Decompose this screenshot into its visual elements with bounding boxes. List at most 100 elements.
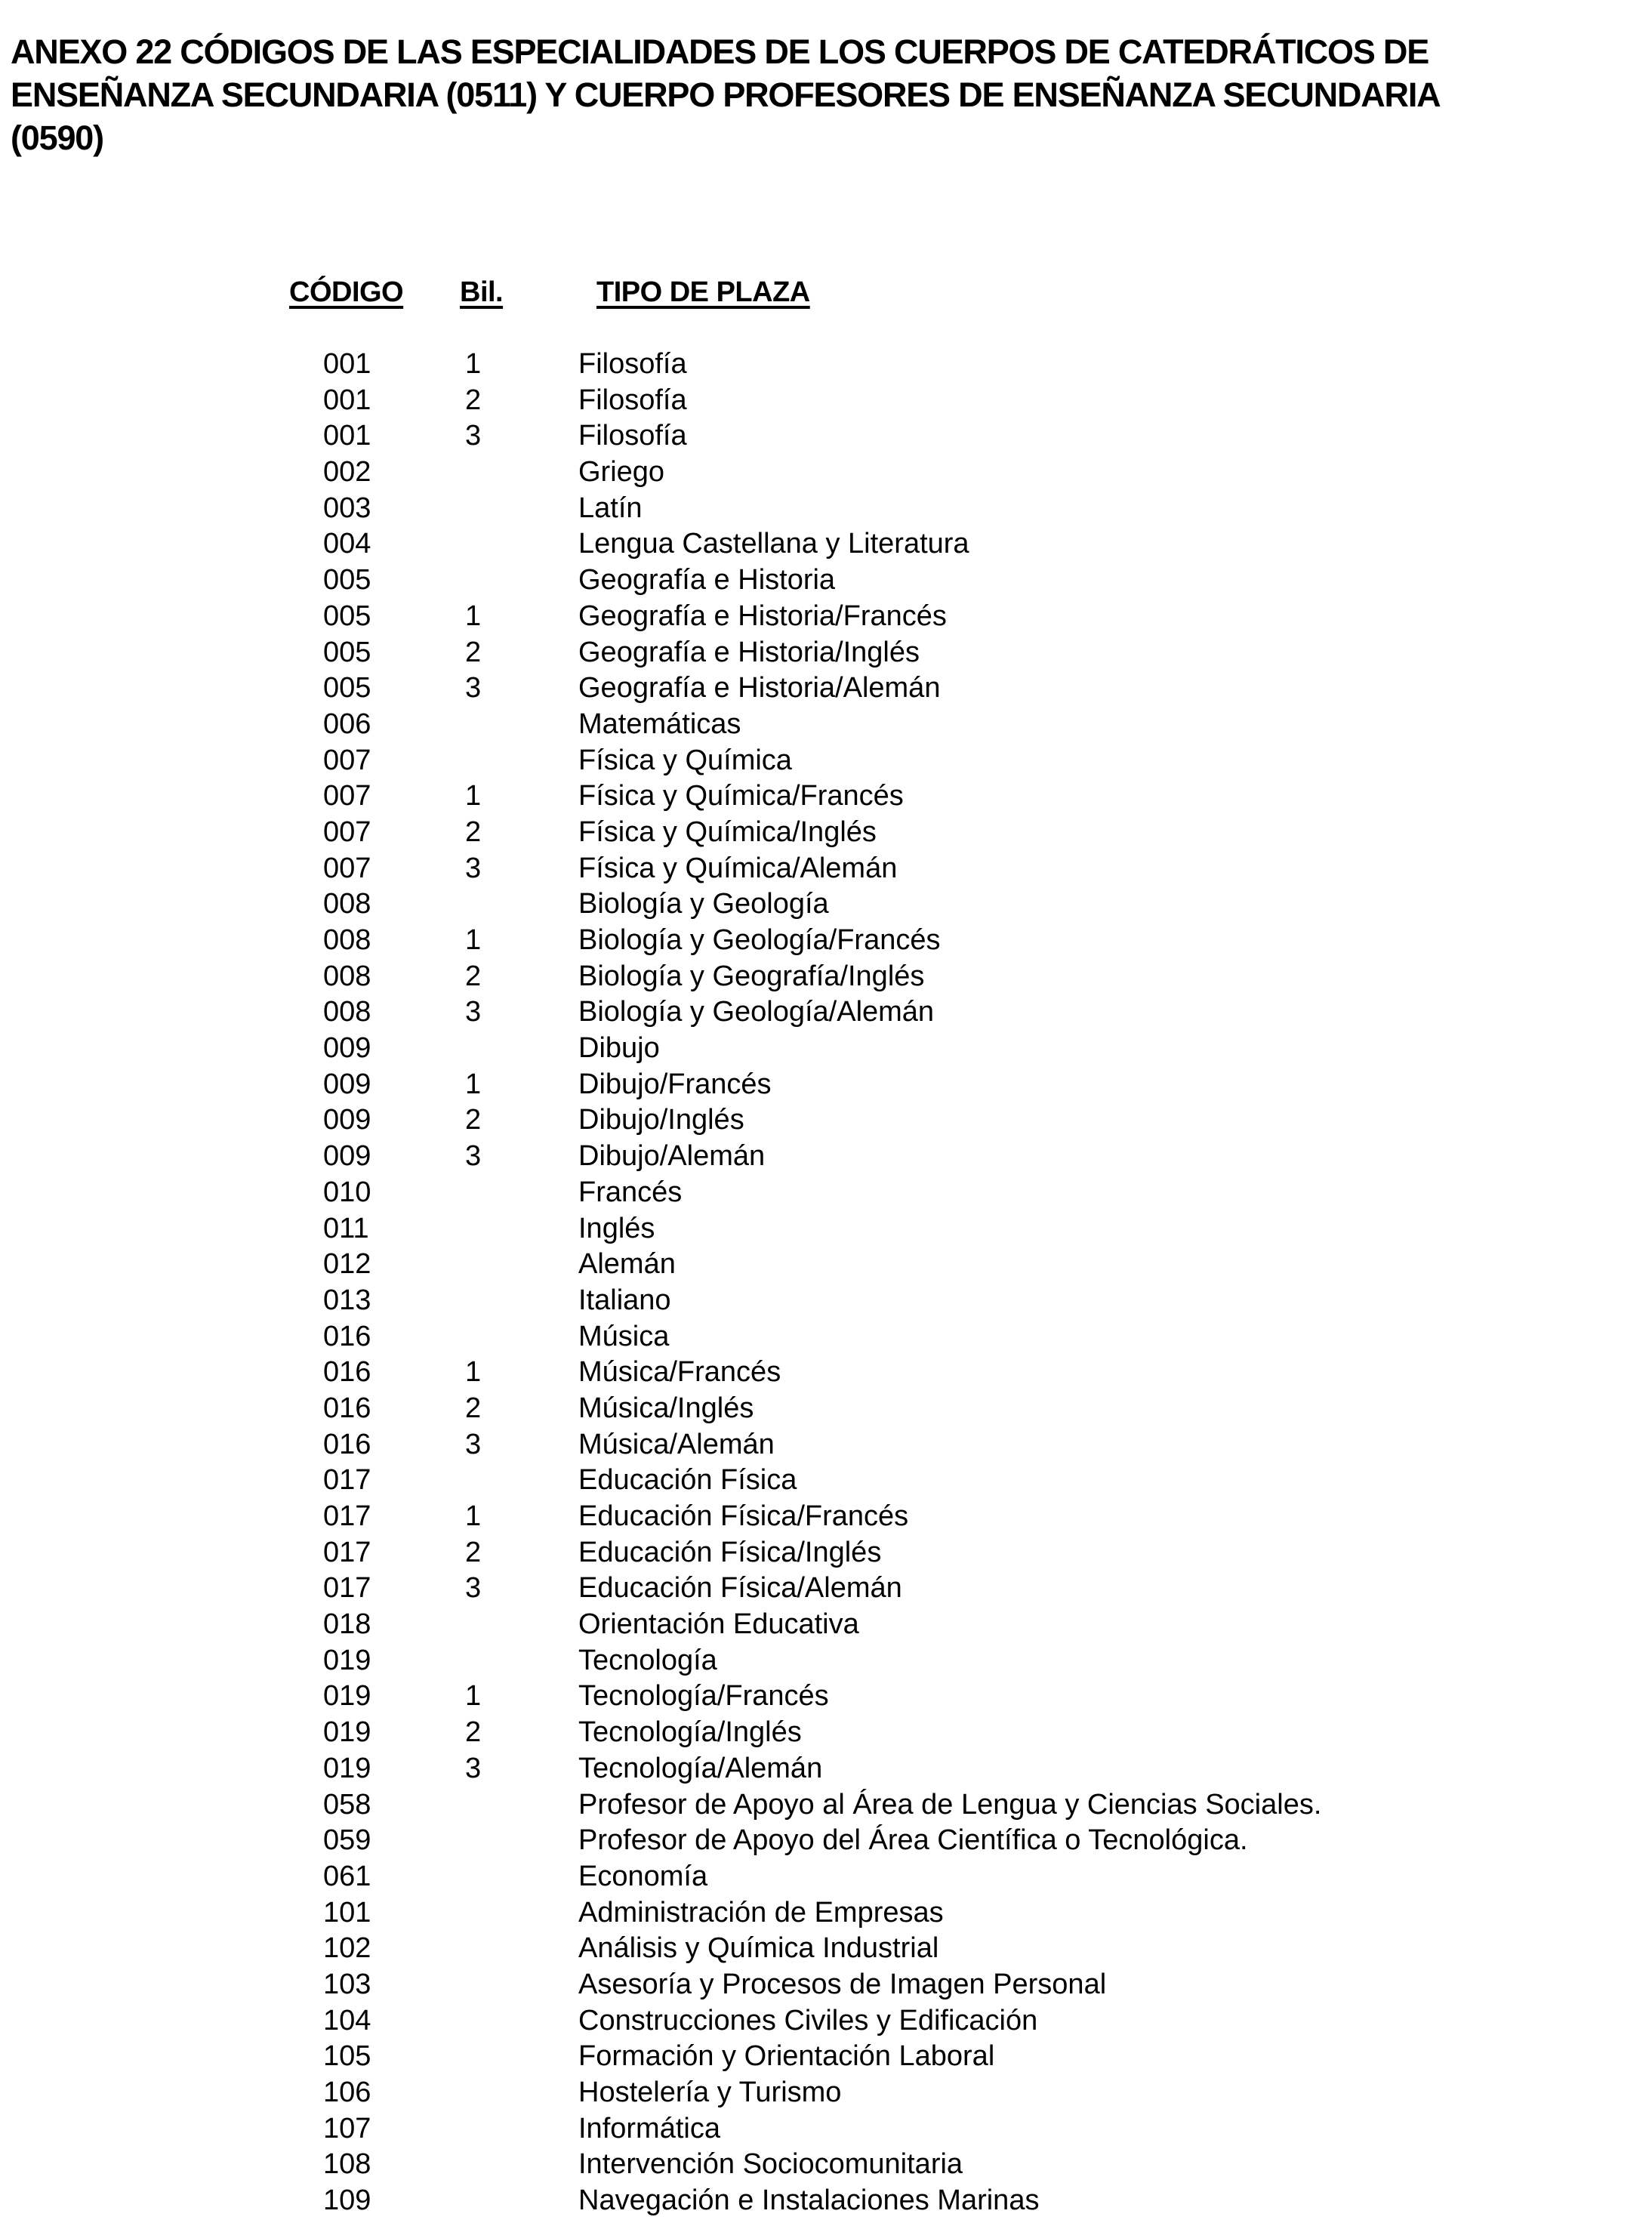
code-cell: 104: [323, 2004, 371, 2036]
code-cell: 005: [323, 600, 371, 632]
code-cell: 007: [323, 852, 371, 884]
tipo-cell: Geografía e Historia/Alemán: [578, 672, 941, 705]
column-header-bil: Bil.: [460, 276, 504, 308]
table-row: 001 1 Filosofía: [0, 347, 1652, 383]
table-row: 010 Francés: [0, 1175, 1652, 1211]
tipo-cell: Educación Física/Francés: [578, 1500, 909, 1532]
code-cell: 006: [323, 708, 371, 740]
table-row: 012 Alemán: [0, 1247, 1652, 1283]
code-cell: 017: [323, 1464, 371, 1497]
code-cell: 009: [323, 1032, 371, 1065]
table-row: 105 Formación y Orientación Laboral: [0, 2039, 1652, 2075]
table-row: 017 Educación Física: [0, 1463, 1652, 1499]
table-row: 008 Biología y Geología: [0, 886, 1652, 923]
bil-cell: 2: [465, 816, 482, 848]
bil-cell: 3: [465, 672, 482, 705]
tipo-cell: Asesoría y Procesos de Imagen Personal: [578, 1968, 1107, 2000]
code-cell: 103: [323, 1968, 371, 2000]
tipo-cell: Tecnología/Inglés: [578, 1716, 802, 1749]
code-cell: 016: [323, 1356, 371, 1389]
bil-cell: 1: [465, 924, 482, 956]
code-cell: 001: [323, 384, 371, 416]
tipo-cell: Tecnología/Francés: [578, 1680, 829, 1713]
code-cell: 058: [323, 1788, 371, 1821]
code-cell: 105: [323, 2040, 371, 2073]
bil-cell: 2: [465, 1536, 482, 1568]
code-cell: 059: [323, 1824, 371, 1857]
table-row: 016 Música: [0, 1319, 1652, 1355]
bil-cell: 2: [465, 960, 482, 992]
tipo-cell: Alemán: [578, 1248, 676, 1281]
code-cell: 018: [323, 1608, 371, 1641]
code-cell: 013: [323, 1284, 371, 1316]
bil-cell: 2: [465, 1104, 482, 1136]
table-row: 005 3 Geografía e Historia/Alemán: [0, 671, 1652, 707]
code-cell: 004: [323, 528, 371, 560]
bil-cell: 1: [465, 600, 482, 632]
bil-cell: 3: [465, 1572, 482, 1605]
code-cell: 016: [323, 1392, 371, 1424]
code-cell: 003: [323, 492, 371, 524]
tipo-cell: Italiano: [578, 1284, 671, 1316]
bil-cell: 1: [465, 348, 482, 380]
tipo-cell: Informática: [578, 2112, 720, 2144]
codes-table: 001 1 Filosofía 001 2 Filosofía 001 3 Filosofía 0…: [0, 347, 1652, 2219]
table-row: 102 Análisis y Química Industrial: [0, 1931, 1652, 1967]
table-row: 011 Inglés: [0, 1211, 1652, 1247]
bil-cell: 3: [465, 420, 482, 452]
code-cell: 007: [323, 744, 371, 776]
table-row: 104 Construcciones Civiles y Edificación: [0, 2003, 1652, 2040]
table-row: 106 Hostelería y Turismo: [0, 2075, 1652, 2111]
table-row: 008 3 Biología y Geología/Alemán: [0, 994, 1652, 1031]
code-cell: 001: [323, 348, 371, 380]
tipo-cell: Administración de Empresas: [578, 1896, 944, 1929]
table-row: 007 2 Física y Química/Inglés: [0, 815, 1652, 851]
bil-cell: 3: [465, 852, 482, 884]
table-row: 061 Economía: [0, 1859, 1652, 1895]
table-row: 018 Orientación Educativa: [0, 1607, 1652, 1643]
code-cell: 001: [323, 420, 371, 452]
table-row: 101 Administración de Empresas: [0, 1895, 1652, 1932]
tipo-cell: Griego: [578, 456, 665, 489]
table-row: 009 2 Dibujo/Inglés: [0, 1102, 1652, 1139]
column-header-tipo: TIPO DE PLAZA: [596, 276, 810, 308]
bil-cell: 1: [465, 1356, 482, 1389]
table-row: 109 Navegación e Instalaciones Marinas: [0, 2183, 1652, 2219]
tipo-cell: Música/Alemán: [578, 1428, 775, 1460]
table-row: 016 2 Música/Inglés: [0, 1391, 1652, 1427]
table-row: 008 1 Biología y Geología/Francés: [0, 923, 1652, 959]
code-cell: 008: [323, 960, 371, 992]
table-row: 007 3 Física y Química/Alemán: [0, 851, 1652, 887]
table-row: 019 3 Tecnología/Alemán: [0, 1751, 1652, 1787]
code-cell: 019: [323, 1752, 371, 1784]
tipo-cell: Música/Inglés: [578, 1392, 754, 1424]
tipo-cell: Biología y Geología/Alemán: [578, 996, 935, 1028]
code-cell: 012: [323, 1248, 371, 1281]
tipo-cell: Análisis y Química Industrial: [578, 1932, 939, 1965]
table-row: 107 Informática: [0, 2111, 1652, 2147]
bil-cell: 2: [465, 1716, 482, 1749]
code-cell: 005: [323, 672, 371, 705]
tipo-cell: Orientación Educativa: [578, 1608, 859, 1641]
tipo-cell: Formación y Orientación Laboral: [578, 2040, 995, 2073]
title-line-3: (0590): [11, 119, 104, 157]
table-row: 019 Tecnología: [0, 1643, 1652, 1679]
tipo-cell: Navegación e Instalaciones Marinas: [578, 2184, 1040, 2217]
tipo-cell: Música: [578, 1320, 670, 1352]
tipo-cell: Geografía e Historia/Francés: [578, 600, 947, 632]
table-row: 005 2 Geografía e Historia/Inglés: [0, 635, 1652, 671]
code-cell: 017: [323, 1572, 371, 1605]
tipo-cell: Física y Química/Alemán: [578, 852, 898, 884]
code-cell: 016: [323, 1320, 371, 1352]
tipo-cell: Economía: [578, 1860, 708, 1892]
table-row: 001 3 Filosofía: [0, 418, 1652, 455]
document-title: ANEXO 22 CÓDIGOS DE LAS ESPECIALIDADES D…: [11, 30, 1441, 159]
code-cell: 008: [323, 924, 371, 956]
table-row: 103 Asesoría y Procesos de Imagen Persona…: [0, 1967, 1652, 2003]
table-row: 016 3 Música/Alemán: [0, 1427, 1652, 1463]
code-cell: 019: [323, 1680, 371, 1713]
table-row: 019 2 Tecnología/Inglés: [0, 1715, 1652, 1751]
tipo-cell: Profesor de Apoyo del Área Científica o …: [578, 1824, 1248, 1857]
tipo-cell: Matemáticas: [578, 708, 741, 740]
bil-cell: 2: [465, 636, 482, 668]
